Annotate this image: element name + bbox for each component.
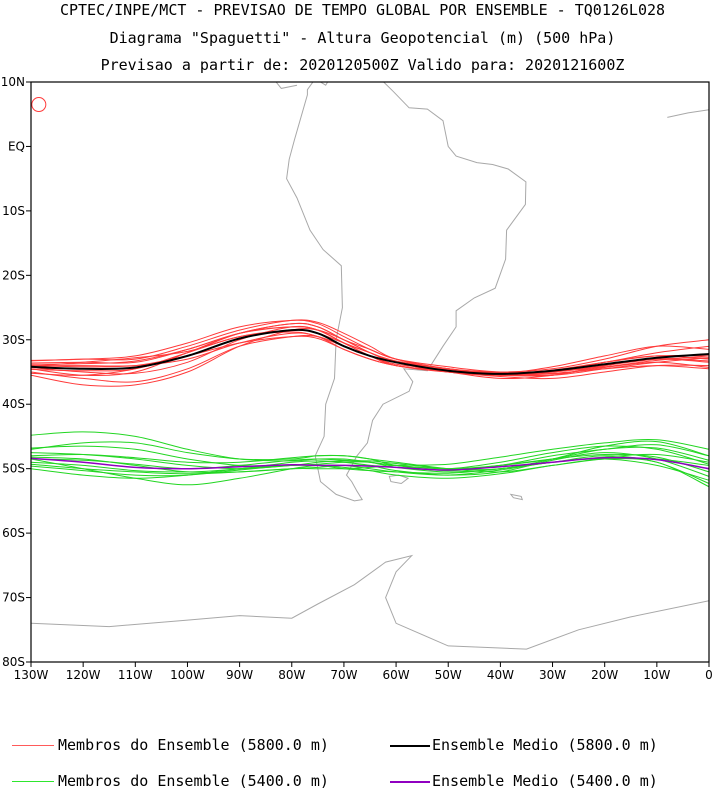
member-5400-line-7 (31, 438, 709, 475)
member-5400-line-8 (31, 445, 709, 470)
central-america-coastline (275, 82, 298, 89)
africa-coastline (667, 109, 709, 118)
legend-label-mean-5400: Ensemble Medio (5400.0 m) (432, 772, 658, 790)
legend-label-members-5400: Membros do Ensemble (5400.0 m) (58, 772, 329, 790)
y-tick-label: 60S (2, 526, 25, 540)
y-tick-label: 10S (2, 204, 25, 218)
member-5800-line-8 (31, 325, 709, 375)
y-tick-label: 20S (2, 268, 25, 282)
x-tick-label: 20W (591, 668, 618, 682)
y-tick-label: 10N (1, 75, 25, 89)
y-tick-label: EQ (8, 139, 25, 153)
ensemble-mean-5400-line (31, 456, 709, 471)
x-tick-label: 80W (278, 668, 305, 682)
plot-frame (30, 81, 710, 663)
x-tick-label: 70W (330, 668, 357, 682)
member-5400-line-6 (31, 455, 709, 484)
legend-label-mean-5800: Ensemble Medio (5800.0 m) (432, 736, 658, 754)
y-tick-label: 70S (2, 591, 25, 605)
member-5800-line-11 (31, 326, 709, 376)
x-tick-label: 30W (539, 668, 566, 682)
x-tick-label: 0 (705, 668, 713, 682)
chart-title-line-1: CPTEC/INPE/MCT - PREVISAO DE TEMPO GLOBA… (59, 1, 666, 19)
x-tick-label: 100W (170, 668, 205, 682)
legend-swatch-members-5400 (12, 781, 54, 782)
x-tick-label: 130W (14, 668, 49, 682)
member-5400-line-10 (31, 458, 709, 488)
x-tick-label: 110W (118, 668, 153, 682)
series-layer (31, 319, 709, 488)
y-tick-label: 40S (2, 397, 25, 411)
x-tick-label: 90W (226, 668, 253, 682)
legend-label-members-5800: Membros do Ensemble (5800.0 m) (58, 736, 329, 754)
chart-title-line-2: Diagrama "Spaguetti" - Altura Geopotenci… (109, 29, 616, 47)
x-tick-label: 120W (66, 668, 101, 682)
member-5800-line-7 (31, 319, 709, 376)
x-tick-label: 40W (487, 668, 514, 682)
y-tick-label: 30S (2, 333, 25, 347)
member-5800-line-1 (31, 319, 709, 373)
y-tick-label: 80S (2, 655, 25, 669)
pacific-closed-contour (31, 97, 47, 113)
ensemble-mean-5800-line (31, 328, 709, 375)
chart-title-line-3: Previsao a partir de: 2020120500Z Valido… (100, 56, 625, 74)
map-outline (31, 82, 709, 650)
legend-swatch-members-5800 (12, 745, 54, 746)
axis-layer: 130W 120W 110W 100W 90W 80W 70W 60W 50W 40W 30W 20W… (1, 75, 713, 682)
south-georgia (509, 493, 524, 501)
member-5400-line-4 (31, 452, 709, 477)
x-tick-label: 50W (435, 668, 462, 682)
y-tick-label: 50S (2, 462, 25, 476)
legend-swatch-mean-5800 (390, 745, 430, 747)
spaghetti-chart: 130W 120W 110W 100W 90W 80W 70W 60W 50W 40W 30W 20W… (1, 75, 713, 682)
x-tick-label: 10W (643, 668, 670, 682)
member-5400-line-11 (31, 440, 709, 471)
legend-swatch-mean-5400 (390, 781, 430, 783)
x-tick-label: 60W (383, 668, 410, 682)
antarctic-peninsula-coastline (31, 554, 709, 650)
